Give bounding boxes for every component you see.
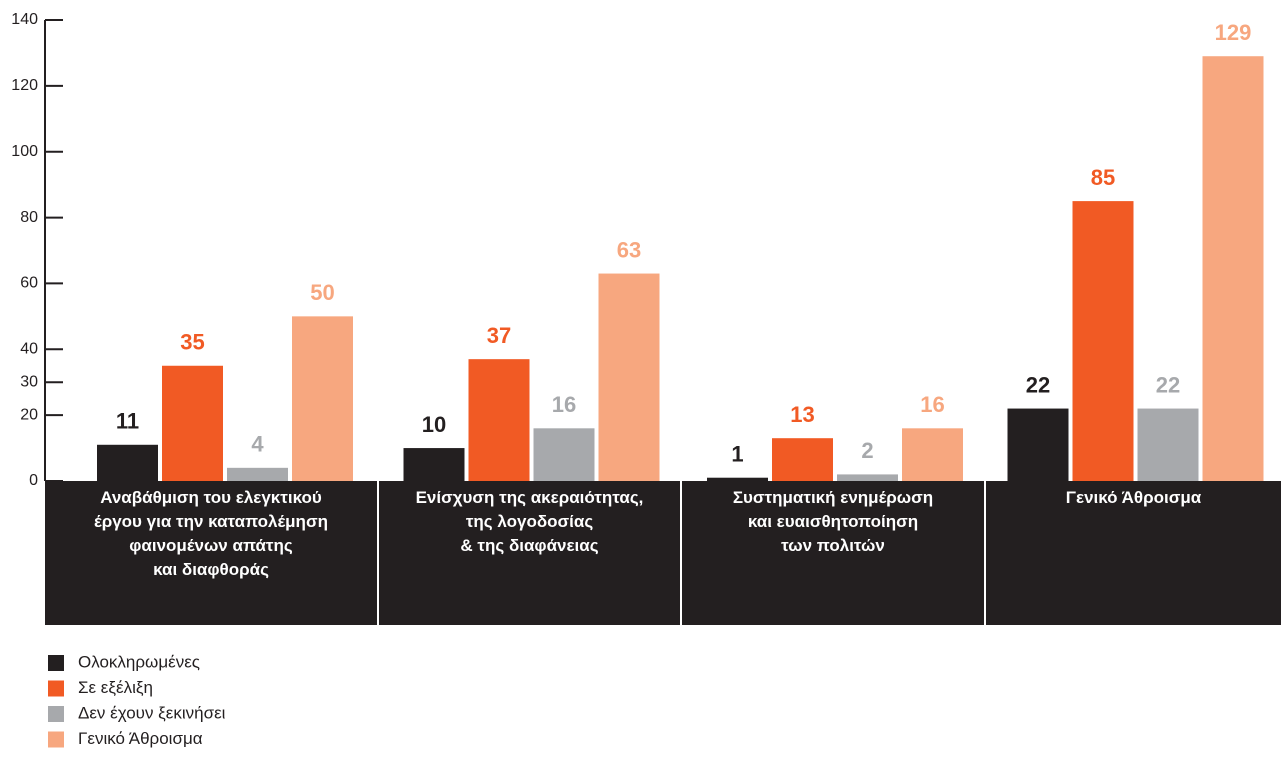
category-band	[379, 481, 680, 625]
category-band	[986, 481, 1281, 625]
value-label: 22	[1026, 372, 1050, 397]
legend-swatch	[48, 680, 64, 697]
bar	[227, 467, 288, 481]
x-tick-label: Ενίσχυση της ακεραιότητας, της λογοδοσία…	[415, 488, 644, 555]
legend-label: Γενικό Άθροισμα	[78, 729, 203, 748]
legend-swatch	[48, 655, 64, 671]
y-tick-label: 20	[20, 406, 38, 423]
bar	[837, 474, 898, 481]
bar	[1202, 56, 1264, 481]
value-label: 10	[422, 412, 446, 437]
value-label: 85	[1091, 165, 1115, 190]
value-label: 63	[617, 237, 641, 262]
legend-label: Σε εξέλιξη	[78, 678, 153, 697]
bar	[902, 428, 963, 481]
value-label: 50	[310, 280, 334, 305]
y-tick-label: 140	[11, 11, 38, 28]
bar	[1072, 201, 1134, 481]
y-tick-label: 0	[29, 472, 38, 489]
y-tick-label: 30	[20, 373, 38, 390]
value-label: 2	[861, 438, 873, 463]
legend-label: Δεν έχουν ξεκινήσει	[78, 703, 226, 722]
legend-label: Ολοκληρωμένες	[78, 652, 200, 671]
bar	[468, 359, 530, 481]
value-label: 13	[790, 402, 814, 427]
x-tick-label: Αναβάθμιση του ελεγκτικού έργου για την …	[94, 488, 328, 579]
y-tick-label: 120	[11, 77, 38, 94]
bar	[772, 438, 833, 481]
value-label: 4	[251, 432, 264, 457]
y-tick-label: 100	[11, 143, 38, 160]
bar	[533, 428, 595, 481]
bar	[598, 273, 660, 481]
bar	[707, 477, 768, 481]
value-label: 129	[1215, 20, 1252, 45]
bar	[97, 444, 158, 481]
category-band	[45, 481, 377, 625]
value-label: 16	[552, 392, 576, 417]
value-label: 35	[180, 330, 204, 355]
bar	[162, 365, 223, 481]
value-label: 37	[487, 323, 511, 348]
legend-swatch	[48, 706, 64, 722]
value-label: 11	[116, 409, 139, 434]
x-tick-label: Συστηματική ενημέρωση και ευαισθητοποίησ…	[732, 488, 934, 555]
y-tick-label: 40	[20, 341, 38, 358]
value-label: 22	[1156, 372, 1180, 397]
legend-swatch	[48, 731, 64, 748]
bar	[403, 448, 465, 481]
bar	[1007, 408, 1069, 481]
bar	[1137, 408, 1199, 481]
value-label: 1	[731, 442, 743, 467]
value-label: 16	[920, 392, 944, 417]
y-tick-label: 80	[20, 209, 38, 226]
bar	[292, 316, 353, 481]
x-tick-label: Γενικό Άθροισμα	[1065, 488, 1202, 507]
category-band	[682, 481, 984, 625]
y-tick-label: 60	[20, 275, 38, 292]
